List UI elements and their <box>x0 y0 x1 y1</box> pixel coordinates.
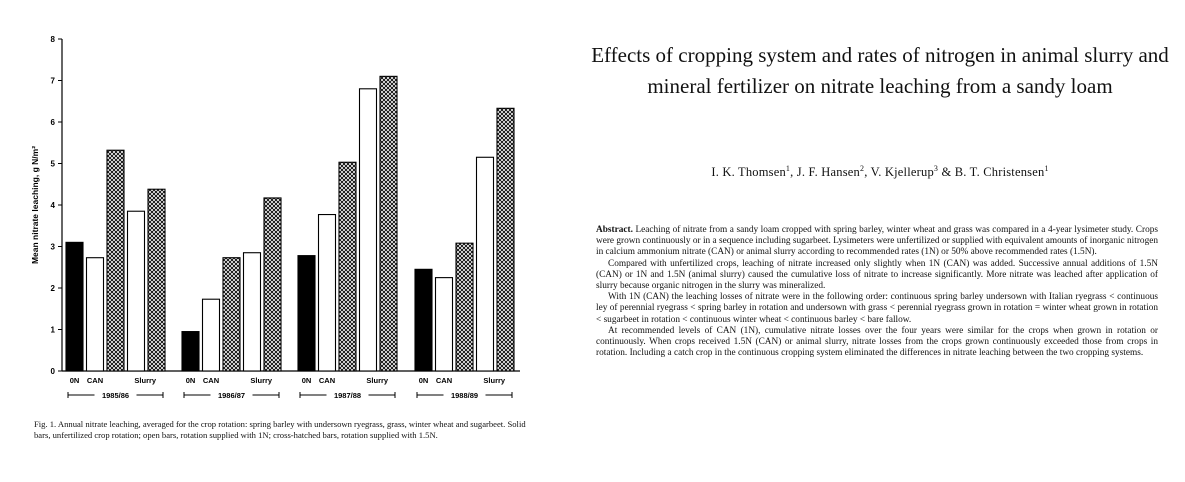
bar <box>379 75 398 372</box>
period-label: 1986/87 <box>218 391 245 400</box>
author-affiliation: 3 <box>933 164 939 173</box>
category-label: Slurry <box>134 376 157 385</box>
abstract-paragraph: Abstract. Leaching of nitrate from a san… <box>596 225 1158 259</box>
bar <box>496 107 515 372</box>
bar <box>317 213 337 372</box>
bar <box>222 257 241 372</box>
bar <box>242 252 262 372</box>
author-name: I. K. Thomsen <box>711 165 786 180</box>
author-affiliation: 2 <box>860 164 865 173</box>
bar <box>475 156 495 372</box>
category-label: Slurry <box>250 376 273 385</box>
figure-caption: Fig. 1. Annual nitrate leaching, average… <box>34 419 534 442</box>
category-label: 0N <box>186 376 196 385</box>
y-tick-label: 3 <box>51 243 56 252</box>
figure: 0 1 2 3 4 5 6 7 8 Mean nitrate leaching, g N/m² 0N… <box>0 0 560 420</box>
y-axis-title: Mean nitrate leaching, g N/m² <box>30 146 40 264</box>
author-separator: & <box>938 165 955 180</box>
bar <box>201 298 221 372</box>
figure-caption-label: Fig. 1. <box>34 419 57 429</box>
bar <box>126 210 146 372</box>
author-name: V. Kjellerup <box>870 165 934 180</box>
bar <box>263 197 282 372</box>
category-label: Slurry <box>366 376 389 385</box>
period-label: 1985/86 <box>102 391 129 400</box>
figure-caption-text: Annual nitrate leaching, averaged for th… <box>34 419 526 441</box>
bar <box>414 268 433 372</box>
author-affiliation: 1 <box>1044 164 1049 173</box>
category-label: CAN <box>319 376 335 385</box>
bar <box>434 277 454 372</box>
abstract: Abstract. Leaching of nitrate from a san… <box>596 225 1158 359</box>
y-tick-label: 5 <box>51 160 56 169</box>
author-name: B. T. Christensen <box>954 165 1045 180</box>
category-label: Slurry <box>483 376 506 385</box>
bar <box>106 149 125 372</box>
y-tick-label: 4 <box>51 201 56 210</box>
y-tick-label: 0 <box>51 367 56 376</box>
abstract-paragraph: At recommended levels of CAN (1N), cumul… <box>596 325 1158 359</box>
author-separator: , <box>864 165 871 180</box>
y-tick-label: 8 <box>51 35 56 44</box>
author-affiliation: 1 <box>785 164 791 173</box>
bar <box>358 88 378 372</box>
bar-chart: 0 1 2 3 4 5 6 7 8 Mean nitrate leaching, g N/m² 0N… <box>30 35 520 400</box>
y-tick-label: 7 <box>51 77 56 86</box>
bar <box>65 241 84 372</box>
category-label: CAN <box>436 376 452 385</box>
bar <box>338 161 357 372</box>
abstract-paragraph: Compared with unfertilized crops, leachi… <box>596 258 1158 292</box>
period-label: 1987/88 <box>334 391 361 400</box>
abstract-paragraph: With 1N (CAN) the leaching losses of nit… <box>596 292 1158 325</box>
bar <box>85 257 105 372</box>
period-label: 1988/89 <box>451 391 478 400</box>
bar <box>147 188 166 372</box>
y-tick-label: 1 <box>51 326 56 335</box>
author-name: J. F. Hansen <box>796 165 860 180</box>
abstract-text: Leaching of nitrate from a sandy loam cr… <box>596 225 1158 258</box>
category-label: CAN <box>203 376 219 385</box>
paper-title: Effects of cropping system and rates of … <box>591 43 1169 98</box>
author-list: I. K. Thomsen1, J. F. Hansen2, V. Kjelle… <box>590 164 1170 180</box>
bar <box>181 331 200 372</box>
author-separator: , <box>790 165 797 180</box>
category-label: CAN <box>87 376 103 385</box>
y-tick-label: 2 <box>51 284 56 293</box>
category-label: 0N <box>302 376 312 385</box>
y-tick-label: 6 <box>51 118 56 127</box>
bar <box>297 255 316 372</box>
category-label: 0N <box>70 376 80 385</box>
category-label: 0N <box>419 376 429 385</box>
abstract-label: Abstract. <box>596 225 633 235</box>
bar <box>455 242 474 372</box>
